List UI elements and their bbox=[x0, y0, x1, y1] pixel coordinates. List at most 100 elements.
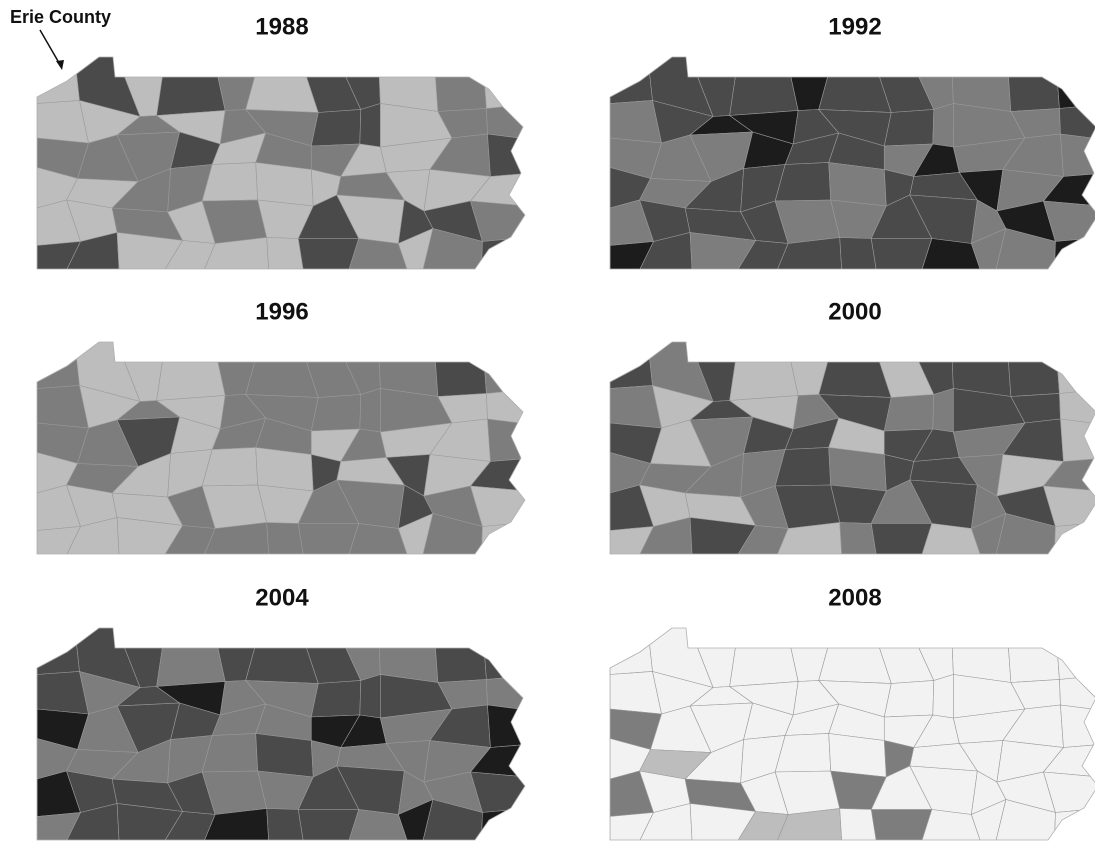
county bbox=[1059, 389, 1095, 425]
county bbox=[255, 733, 314, 778]
county bbox=[1043, 485, 1095, 527]
county bbox=[397, 512, 434, 554]
county bbox=[776, 237, 843, 269]
county bbox=[164, 811, 216, 840]
county bbox=[37, 342, 80, 389]
county bbox=[481, 808, 525, 840]
annotation: Erie County bbox=[10, 7, 111, 27]
county bbox=[378, 628, 439, 683]
county bbox=[470, 200, 525, 242]
county bbox=[245, 57, 319, 113]
state-outline bbox=[609, 627, 1095, 841]
county bbox=[737, 525, 789, 554]
county bbox=[297, 523, 360, 554]
county bbox=[1055, 628, 1095, 680]
county bbox=[870, 238, 933, 269]
county-map bbox=[610, 628, 1095, 840]
county bbox=[610, 628, 653, 675]
state-outline bbox=[36, 56, 526, 270]
county bbox=[245, 342, 319, 398]
county bbox=[116, 803, 184, 840]
county bbox=[348, 809, 408, 840]
county bbox=[359, 103, 381, 148]
county bbox=[1006, 57, 1060, 112]
county bbox=[883, 394, 935, 432]
county bbox=[266, 522, 304, 554]
county bbox=[310, 680, 362, 718]
map-title: 1992 bbox=[828, 13, 881, 40]
county bbox=[164, 240, 216, 269]
county bbox=[482, 342, 525, 394]
county bbox=[1055, 342, 1095, 394]
county bbox=[66, 517, 120, 554]
county bbox=[776, 522, 843, 554]
county bbox=[297, 809, 360, 840]
county-map bbox=[610, 57, 1095, 269]
county bbox=[486, 104, 525, 140]
county bbox=[422, 228, 483, 269]
state-outline bbox=[36, 341, 526, 555]
county bbox=[883, 680, 935, 718]
county bbox=[839, 237, 877, 269]
county bbox=[776, 808, 843, 840]
county bbox=[951, 628, 1012, 683]
county bbox=[828, 447, 887, 492]
map-title: 2004 bbox=[255, 584, 309, 611]
county bbox=[422, 799, 483, 840]
county bbox=[433, 342, 487, 397]
county bbox=[932, 674, 954, 719]
county bbox=[970, 512, 1007, 554]
county bbox=[470, 771, 525, 813]
county bbox=[737, 811, 789, 840]
county bbox=[995, 513, 1056, 554]
county bbox=[37, 628, 80, 675]
county bbox=[397, 798, 434, 840]
county bbox=[921, 238, 981, 269]
county bbox=[921, 523, 981, 554]
county bbox=[310, 109, 362, 147]
county bbox=[203, 808, 270, 840]
county bbox=[37, 812, 82, 840]
county bbox=[995, 228, 1056, 269]
county bbox=[729, 628, 799, 687]
state-outline bbox=[609, 56, 1095, 270]
map-title: 2008 bbox=[828, 584, 881, 611]
county bbox=[689, 803, 757, 840]
county bbox=[883, 109, 935, 147]
county bbox=[610, 526, 655, 554]
state-outline bbox=[609, 341, 1095, 555]
county bbox=[66, 232, 120, 269]
county bbox=[870, 523, 933, 554]
county bbox=[487, 418, 525, 462]
county bbox=[995, 799, 1056, 840]
county bbox=[156, 57, 226, 116]
county bbox=[486, 675, 525, 711]
county bbox=[482, 628, 525, 680]
county bbox=[1006, 342, 1060, 397]
county-map bbox=[37, 57, 525, 269]
county bbox=[487, 704, 525, 748]
county bbox=[470, 485, 525, 527]
county bbox=[397, 227, 434, 269]
county bbox=[164, 525, 216, 554]
county bbox=[610, 342, 653, 389]
county bbox=[422, 513, 483, 554]
county bbox=[203, 237, 270, 269]
county-map bbox=[37, 342, 525, 554]
county bbox=[378, 57, 439, 112]
map-title: 1996 bbox=[255, 298, 308, 325]
county bbox=[689, 232, 757, 269]
county bbox=[481, 522, 525, 554]
county bbox=[1043, 771, 1095, 813]
county bbox=[932, 103, 954, 148]
county bbox=[266, 808, 304, 840]
county bbox=[266, 237, 304, 269]
county bbox=[37, 526, 82, 554]
county bbox=[639, 803, 693, 840]
county bbox=[729, 57, 799, 116]
county bbox=[828, 162, 887, 207]
county bbox=[1060, 418, 1095, 462]
state-outline bbox=[36, 627, 526, 841]
county bbox=[203, 522, 270, 554]
